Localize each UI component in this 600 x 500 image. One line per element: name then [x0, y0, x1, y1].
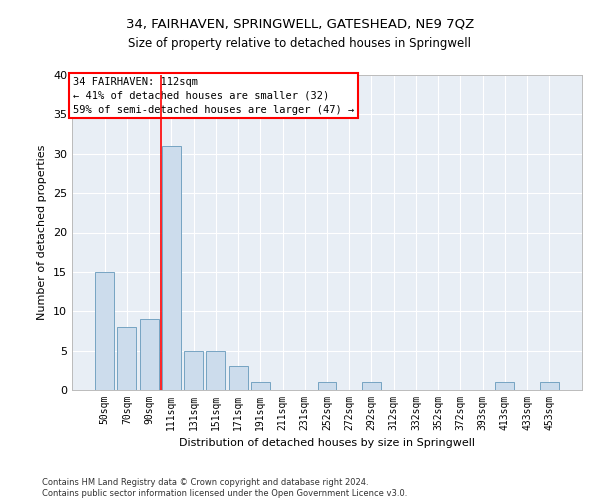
- X-axis label: Distribution of detached houses by size in Springwell: Distribution of detached houses by size …: [179, 438, 475, 448]
- Bar: [317, 382, 337, 390]
- Bar: [206, 350, 225, 390]
- Text: 34, FAIRHAVEN, SPRINGWELL, GATESHEAD, NE9 7QZ: 34, FAIRHAVEN, SPRINGWELL, GATESHEAD, NE…: [126, 18, 474, 30]
- Bar: [162, 146, 181, 390]
- Text: 34 FAIRHAVEN: 112sqm
← 41% of detached houses are smaller (32)
59% of semi-detac: 34 FAIRHAVEN: 112sqm ← 41% of detached h…: [73, 76, 354, 114]
- Text: Contains HM Land Registry data © Crown copyright and database right 2024.
Contai: Contains HM Land Registry data © Crown c…: [42, 478, 407, 498]
- Bar: [251, 382, 270, 390]
- Bar: [540, 382, 559, 390]
- Bar: [496, 382, 514, 390]
- Bar: [95, 272, 114, 390]
- Text: Size of property relative to detached houses in Springwell: Size of property relative to detached ho…: [128, 38, 472, 51]
- Bar: [229, 366, 248, 390]
- Bar: [184, 350, 203, 390]
- Bar: [140, 319, 158, 390]
- Y-axis label: Number of detached properties: Number of detached properties: [37, 145, 47, 320]
- Bar: [362, 382, 381, 390]
- Bar: [118, 327, 136, 390]
